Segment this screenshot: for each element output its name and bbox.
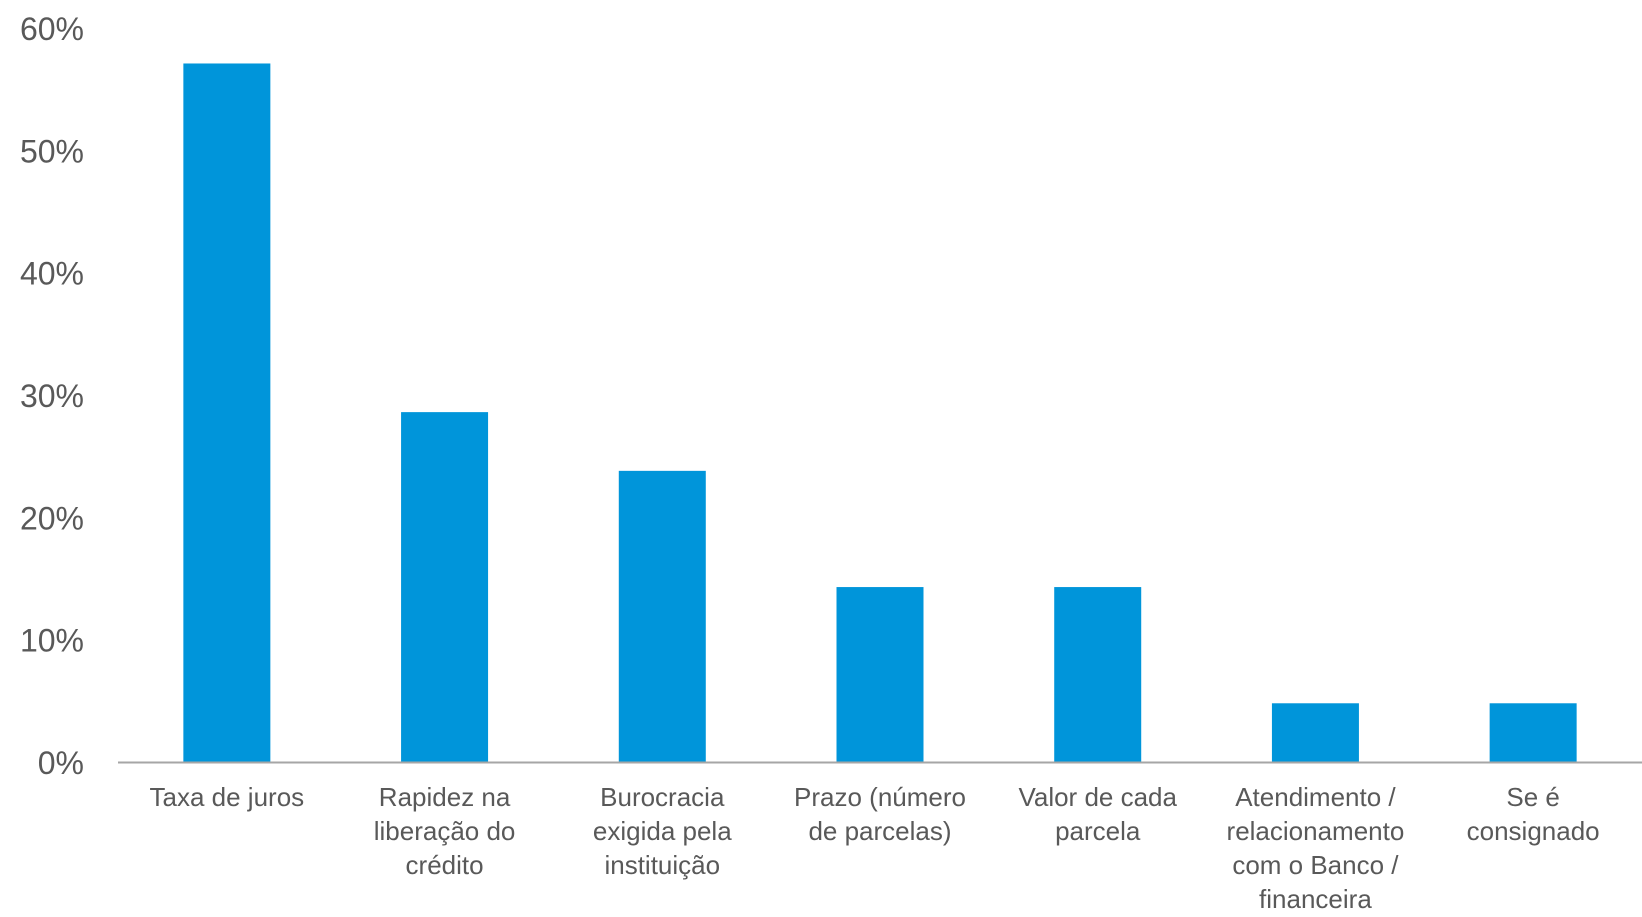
y-tick-label: 40% [20, 256, 84, 292]
x-tick-label-line: parcela [1055, 816, 1141, 846]
x-tick-label: Burocracia exigida pela instituição [593, 782, 732, 880]
y-axis-ticks: 0% 10% 20% 30% 40% 50% 60% [20, 11, 84, 781]
bar [836, 587, 924, 762]
x-tick-label-line: crédito [406, 850, 484, 880]
y-tick-label: 0% [38, 745, 84, 781]
x-tick-label: Rapidez na liberação do crédito [374, 782, 516, 880]
y-tick-label: 20% [20, 500, 84, 536]
x-tick-label-line: consignado [1467, 816, 1600, 846]
x-tick-label-line: relacionamento [1227, 816, 1405, 846]
x-axis-labels: Taxa de juros Rapidez na liberação do crédi… [150, 782, 1600, 914]
x-tick-label-line: liberação do [374, 816, 516, 846]
bar [1271, 703, 1359, 762]
x-tick-label-line: Valor de cada [1018, 782, 1177, 812]
x-tick-label: Valor de cada parcela [1018, 782, 1177, 846]
x-tick-label-line: Taxa de juros [150, 782, 305, 812]
y-tick-label: 50% [20, 133, 84, 169]
x-tick-label-line: exigida pela [593, 816, 732, 846]
y-tick-label: 10% [20, 623, 84, 659]
bar [183, 63, 271, 762]
bar [618, 470, 706, 762]
x-tick-label-line: financeira [1259, 884, 1372, 912]
x-tick-label-line: Burocracia [600, 782, 725, 812]
x-tick-label-line: instituição [604, 850, 720, 880]
x-tick-label: Se é consignado [1467, 782, 1600, 846]
bars [183, 63, 1577, 762]
x-tick-label-line: de parcelas) [808, 816, 951, 846]
x-tick-label-line: Atendimento / [1235, 782, 1396, 812]
bar [1054, 587, 1142, 762]
x-tick-label-line: Prazo (número [794, 782, 966, 812]
x-tick-label-line: Se é [1506, 782, 1560, 812]
bar [1489, 703, 1577, 762]
x-tick-label: Prazo (número de parcelas) [794, 782, 966, 846]
x-tick-label: Atendimento / relacionamento com o Banco /… [1227, 782, 1405, 912]
y-tick-label: 30% [20, 378, 84, 414]
x-tick-label-line: Rapidez na [379, 782, 511, 812]
bar [401, 412, 489, 762]
x-tick-label: Taxa de juros [150, 782, 305, 812]
y-tick-label: 60% [20, 11, 84, 47]
x-tick-label-line: com o Banco / [1232, 850, 1399, 880]
